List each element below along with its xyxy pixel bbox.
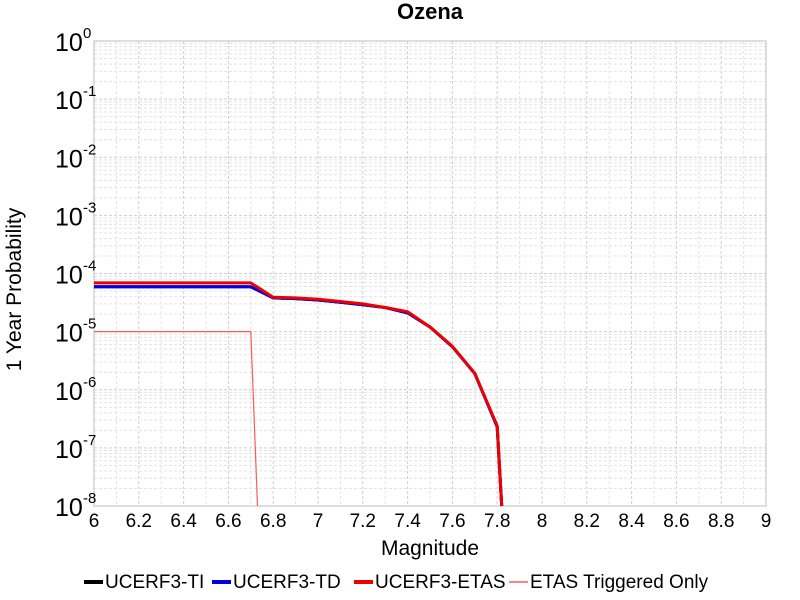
x-tick-label: 6.6 <box>215 511 241 532</box>
y-axis-label: 1 Year Probability <box>3 207 26 371</box>
x-axis-label: Magnitude <box>381 537 479 560</box>
y-tick-exponent: -3 <box>83 199 96 216</box>
x-tick-label: 8.8 <box>708 511 734 532</box>
x-tick-label: 6.4 <box>170 511 197 532</box>
x-tick-label: 7.6 <box>439 511 465 532</box>
y-tick-exponent: -8 <box>83 490 96 507</box>
legend-label: UCERF3-TI <box>105 572 204 593</box>
x-tick-label: 6.2 <box>126 511 152 532</box>
x-tick-label: 7 <box>313 511 324 532</box>
series-line-ucerf3-etas <box>94 281 504 507</box>
x-tick-label: 8.4 <box>618 511 645 532</box>
y-tick-label: 10 <box>55 320 83 348</box>
y-tick-exponent: -4 <box>83 258 96 275</box>
grid <box>93 41 767 507</box>
series-line-ucerf3-td <box>94 285 504 507</box>
y-tick-label: 10 <box>55 87 83 115</box>
x-tick-label: 6.8 <box>260 511 286 532</box>
x-tick-label: 7.2 <box>350 511 376 532</box>
y-tick-label: 10 <box>55 145 83 173</box>
y-tick-exponent: -5 <box>83 316 96 333</box>
x-tick-label: 9 <box>761 511 772 532</box>
y-tick-label: 10 <box>55 203 83 231</box>
legend-label: UCERF3-ETAS <box>375 572 506 593</box>
x-tick-label: 7.8 <box>484 511 510 532</box>
legend-label: UCERF3-TD <box>233 572 341 593</box>
x-tick-label: 6 <box>89 511 100 532</box>
x-tick-label: 8 <box>537 511 548 532</box>
y-tick-exponent: -6 <box>83 374 96 391</box>
legend: UCERF3-TI UCERF3-TD UCERF3-ETAS ETAS Trigge… <box>84 572 709 593</box>
x-tick-label: 8.2 <box>574 511 600 532</box>
y-tick-label: 10 <box>55 378 83 406</box>
chart-title: Ozena <box>397 0 464 24</box>
y-tick-label: 10 <box>55 262 83 290</box>
plot-area <box>93 40 767 507</box>
y-tick-exponent: -7 <box>83 432 96 449</box>
x-tick-label: 8.6 <box>663 511 689 532</box>
y-tick-exponent: -1 <box>83 83 96 100</box>
y-tick-label: 10 <box>55 494 83 522</box>
series-line-etas-triggered-only <box>94 331 259 507</box>
legend-label: ETAS Triggered Only <box>530 572 709 593</box>
y-tick-exponent: 0 <box>83 25 91 42</box>
series-line-ucerf3-ti <box>94 285 504 507</box>
x-tick-labels: 6 6.2 6.4 6.6 6.8 7 7.2 7.4 7.6 7.8 8 8.2 8.4 8.6 8.8 9 <box>89 511 772 532</box>
y-tick-label: 10 <box>55 436 83 464</box>
y-tick-label: 10 <box>55 29 83 57</box>
series-lines <box>94 281 504 507</box>
y-tick-exponent: -2 <box>83 141 96 158</box>
x-tick-label: 7.4 <box>394 511 421 532</box>
